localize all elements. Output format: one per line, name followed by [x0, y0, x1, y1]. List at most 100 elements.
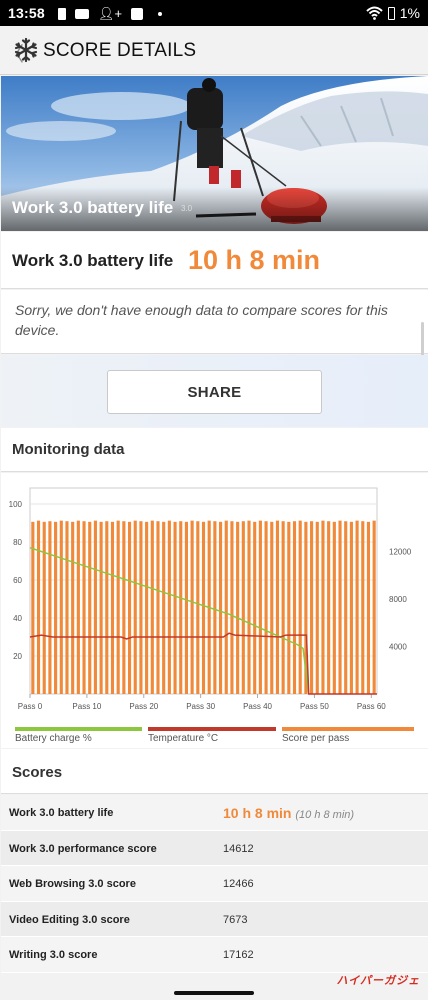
score-bar — [122, 521, 126, 694]
score-bar — [230, 521, 234, 694]
score-bar — [349, 521, 353, 694]
x-tick-label: Pass 10 — [72, 702, 101, 711]
score-bar — [31, 521, 35, 694]
score-value: 7673 — [223, 913, 248, 926]
result-label: Work 3.0 battery life — [12, 251, 174, 270]
score-bar — [196, 521, 200, 694]
monitoring-header: Monitoring data — [1, 428, 428, 472]
score-bar — [139, 521, 143, 694]
score-row: Work 3.0 battery life 10 h 8 min (10 h 8… — [1, 795, 428, 831]
score-bar — [224, 520, 228, 694]
score-bar — [258, 520, 262, 694]
score-bar — [361, 521, 365, 694]
score-value: 12466 — [223, 878, 254, 890]
gesture-nav-bar[interactable] — [174, 991, 254, 995]
legend-label: Score per pass — [282, 733, 349, 744]
score-row: Work 3.0 performance score 14612 — [1, 830, 428, 866]
monitoring-chart-svg: 100 80 60 40 20 12000 8000 4000 Pass 0 Pass 10 Pas… — [9, 487, 414, 744]
score-bar — [162, 521, 166, 694]
score-bar — [247, 520, 251, 694]
score-bar — [372, 520, 376, 694]
score-bar — [321, 520, 325, 694]
sim-card-icon — [58, 8, 66, 20]
legend-label: Battery charge % — [15, 733, 92, 744]
share-button[interactable]: SHARE — [107, 370, 322, 414]
score-bar — [219, 521, 223, 694]
y-right-tick-label: 12000 — [389, 548, 412, 557]
score-name: Writing 3.0 score — [9, 949, 98, 961]
score-bar — [275, 520, 280, 694]
hero-version: 3.0 — [181, 204, 193, 213]
score-bar — [281, 521, 285, 694]
score-bar — [110, 521, 115, 694]
score-bar — [310, 521, 314, 694]
score-bar — [201, 521, 206, 694]
score-bar — [287, 521, 291, 694]
score-bar — [190, 520, 194, 694]
score-bar — [366, 521, 371, 694]
score-value-sub: (10 h 8 min) — [295, 809, 355, 821]
score-bar — [76, 520, 80, 694]
wifi-icon — [366, 6, 383, 20]
x-tick-label: Pass 30 — [186, 702, 215, 711]
status-bar: 13:58 👤︎+ 1% — [0, 0, 428, 26]
camera-icon — [75, 9, 89, 19]
scores-table: Work 3.0 battery life 10 h 8 min (10 h 8… — [1, 795, 428, 973]
x-tick-label: Pass 0 — [18, 702, 43, 711]
score-bar — [292, 521, 297, 694]
score-bar — [71, 521, 75, 694]
add-person-icon: 👤︎+ — [98, 6, 123, 21]
y-left-tick-label: 60 — [13, 576, 22, 585]
score-bar — [327, 521, 331, 694]
y-right-tick-label: 4000 — [389, 643, 407, 652]
y-left-tick-label: 20 — [13, 652, 22, 661]
score-bar — [338, 520, 342, 694]
score-value: 14612 — [223, 842, 254, 855]
score-bar — [116, 520, 120, 694]
score-bar — [88, 521, 92, 694]
legend-swatch — [148, 727, 276, 731]
battery-icon — [387, 6, 395, 20]
score-bar — [298, 520, 302, 694]
scrollbar[interactable] — [421, 322, 424, 364]
score-bar — [355, 520, 359, 694]
score-name: Video Editing 3.0 score — [9, 913, 130, 926]
hero-image: Work 3.0 battery life 3.0 — [1, 76, 428, 231]
score-bar — [42, 521, 46, 694]
score-bar — [105, 521, 109, 694]
legend-swatch — [15, 727, 142, 731]
share-section: SHARE — [1, 355, 428, 427]
back-icon[interactable]: 〈 — [4, 44, 24, 66]
score-row: Web Browsing 3.0 score 12466 — [1, 866, 428, 902]
score-bar — [344, 521, 348, 694]
score-bar — [54, 521, 58, 694]
score-row: Video Editing 3.0 score 7673 — [1, 901, 428, 937]
score-name: Work 3.0 battery life — [9, 807, 114, 819]
score-bar — [236, 521, 240, 694]
score-bar — [167, 520, 171, 694]
3dmark-logo-icon[interactable] — [13, 37, 39, 63]
score-bar — [150, 520, 154, 694]
status-time: 13:58 — [8, 5, 45, 21]
score-bar — [127, 521, 132, 694]
note-text: Sorry, we don't have enough data to comp… — [15, 302, 388, 338]
score-value: 17162 — [223, 949, 254, 961]
x-tick-label: Pass 50 — [300, 702, 329, 711]
y-left-tick-label: 80 — [13, 538, 22, 547]
score-bar — [173, 521, 177, 694]
score-bar — [99, 521, 103, 694]
score-name: Work 3.0 performance score — [9, 842, 157, 855]
score-value: 10 h 8 min (10 h 8 min) — [223, 805, 354, 821]
temperature-line — [29, 632, 377, 695]
comparison-note: Sorry, we don't have enough data to comp… — [1, 290, 428, 364]
score-bar — [36, 520, 41, 694]
score-bar — [241, 521, 245, 694]
score-bar — [332, 521, 336, 694]
page-title: SCORE DETAILS — [43, 40, 197, 61]
watermark-logo: ハイパーガジェ — [336, 975, 420, 987]
score-bar — [59, 520, 63, 694]
score-bar — [184, 521, 188, 694]
score-bar — [253, 521, 257, 694]
scores-title: Scores — [12, 764, 63, 781]
score-bar — [315, 521, 319, 694]
